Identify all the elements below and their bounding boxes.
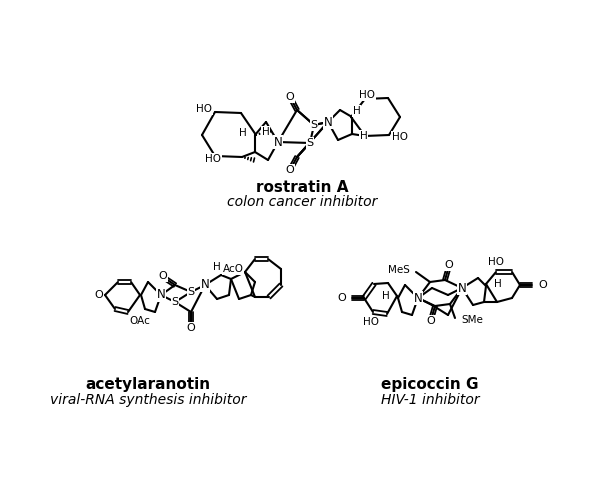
Text: N: N	[157, 288, 165, 301]
Text: AcO: AcO	[223, 264, 243, 274]
Text: H: H	[239, 128, 247, 138]
Text: O: O	[427, 316, 436, 326]
Text: MeS: MeS	[388, 265, 410, 275]
Text: O: O	[445, 260, 453, 270]
Text: HO: HO	[488, 257, 504, 267]
Text: HO: HO	[205, 154, 221, 164]
Text: H: H	[353, 106, 361, 116]
Text: H: H	[262, 127, 270, 137]
Text: O: O	[186, 323, 195, 333]
Text: O: O	[94, 290, 103, 300]
Text: O: O	[286, 165, 295, 175]
Text: viral-RNA synthesis inhibitor: viral-RNA synthesis inhibitor	[50, 393, 246, 407]
Text: HO: HO	[363, 317, 379, 327]
Text: H: H	[360, 131, 368, 141]
Text: N: N	[414, 291, 422, 304]
Text: HIV-1 inhibitor: HIV-1 inhibitor	[381, 393, 479, 407]
Text: N: N	[457, 281, 466, 295]
Text: SMe: SMe	[461, 315, 483, 325]
Text: OAc: OAc	[129, 316, 151, 326]
Text: O: O	[538, 280, 547, 290]
Text: S: S	[171, 297, 178, 307]
Text: S: S	[310, 120, 318, 130]
Text: N: N	[201, 278, 209, 291]
Text: S: S	[307, 138, 313, 148]
Text: O: O	[286, 92, 295, 102]
Text: O: O	[337, 293, 346, 303]
Text: H: H	[213, 262, 221, 272]
Text: H: H	[494, 279, 502, 289]
Text: O: O	[159, 271, 168, 281]
Text: HO: HO	[359, 90, 375, 100]
Text: colon cancer inhibitor: colon cancer inhibitor	[227, 195, 377, 209]
Text: S: S	[188, 287, 195, 297]
Text: HO: HO	[392, 132, 408, 142]
Text: N: N	[324, 116, 332, 129]
Text: N: N	[273, 135, 283, 148]
Text: rostratin A: rostratin A	[256, 180, 348, 195]
Text: acetylaranotin: acetylaranotin	[85, 377, 211, 393]
Text: HO: HO	[196, 104, 212, 114]
Text: H: H	[382, 291, 390, 301]
Text: epicoccin G: epicoccin G	[381, 377, 479, 393]
